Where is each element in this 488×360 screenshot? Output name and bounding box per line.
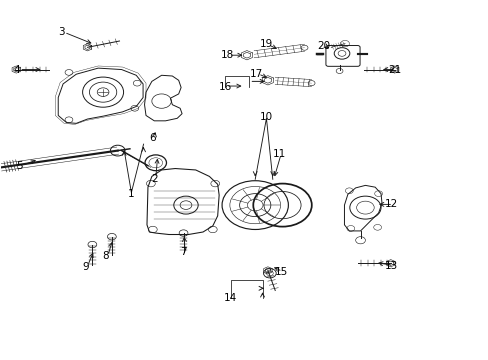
- Text: 15: 15: [274, 267, 287, 277]
- Text: 2: 2: [151, 174, 157, 184]
- Text: 17: 17: [249, 69, 263, 79]
- Text: 5: 5: [16, 161, 22, 171]
- Text: 18: 18: [221, 50, 234, 60]
- Text: 13: 13: [385, 261, 398, 271]
- Text: 9: 9: [82, 262, 89, 272]
- Text: 14: 14: [224, 293, 237, 303]
- Text: 7: 7: [180, 247, 186, 257]
- Text: 3: 3: [58, 27, 65, 37]
- Text: 16: 16: [218, 82, 231, 92]
- Text: 6: 6: [149, 134, 156, 143]
- Text: 1: 1: [128, 189, 134, 199]
- Text: 20: 20: [316, 41, 329, 50]
- Text: 11: 11: [272, 149, 285, 159]
- Text: 10: 10: [259, 112, 272, 122]
- Text: 19: 19: [259, 40, 272, 49]
- Text: 21: 21: [387, 64, 401, 75]
- Text: 4: 4: [14, 64, 20, 75]
- Text: 8: 8: [102, 251, 109, 261]
- Text: 12: 12: [385, 199, 398, 210]
